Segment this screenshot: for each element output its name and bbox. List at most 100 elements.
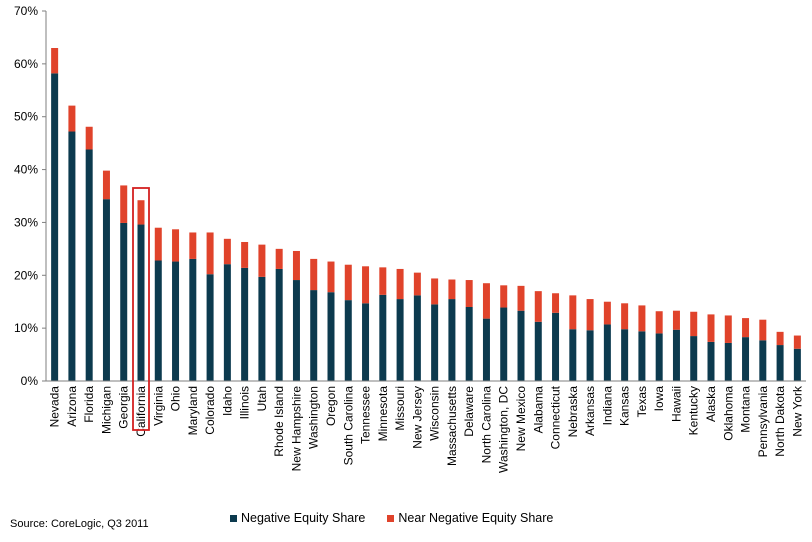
x-tick-label: Minnesota bbox=[376, 386, 390, 442]
bar-negative-equity bbox=[102, 199, 110, 381]
x-tick-label: Michigan bbox=[99, 386, 113, 434]
bar-near-negative-equity bbox=[534, 291, 542, 322]
y-axis-gridlines bbox=[42, 10, 46, 382]
x-tick-label: South Carolina bbox=[341, 386, 355, 466]
bar-near-negative-equity bbox=[707, 314, 715, 342]
bar-negative-equity bbox=[742, 337, 750, 381]
x-tick-label: Colorado bbox=[203, 386, 217, 435]
x-tick-label: Arizona bbox=[65, 386, 79, 427]
bar-near-negative-equity bbox=[621, 303, 629, 330]
bar-near-negative-equity bbox=[396, 268, 404, 300]
bar-negative-equity bbox=[793, 348, 801, 381]
bar-negative-equity bbox=[189, 258, 197, 381]
bar-near-negative-equity bbox=[603, 301, 611, 325]
x-tick-label: Maryland bbox=[186, 386, 200, 435]
y-tick-label: 30% bbox=[14, 215, 38, 229]
x-tick-label: Massachusetts bbox=[445, 386, 459, 466]
bar-near-negative-equity bbox=[776, 331, 784, 346]
bar-negative-equity bbox=[51, 73, 59, 381]
bar-near-negative-equity bbox=[690, 311, 698, 337]
axes bbox=[45, 11, 806, 382]
x-tick-label: Nebraska bbox=[566, 386, 580, 438]
bar-negative-equity bbox=[223, 264, 231, 381]
bar-negative-equity bbox=[344, 300, 352, 381]
x-tick-label: Rhode Island bbox=[272, 386, 286, 457]
x-tick-label: Idaho bbox=[220, 386, 234, 416]
bar-near-negative-equity bbox=[241, 241, 249, 268]
bar-negative-equity bbox=[241, 267, 249, 381]
bar-near-negative-equity bbox=[85, 126, 93, 150]
bar-negative-equity bbox=[776, 345, 784, 381]
bar-negative-equity bbox=[569, 329, 577, 381]
bar-negative-equity bbox=[621, 329, 629, 381]
x-tick-label: Delaware bbox=[462, 386, 476, 437]
x-tick-label: Florida bbox=[82, 386, 96, 423]
bar-near-negative-equity bbox=[569, 295, 577, 330]
x-tick-label: Indiana bbox=[600, 386, 614, 426]
y-axis-tick-labels: 0% 10% 20% 30% 40% 50% 60% 70% bbox=[14, 4, 38, 388]
bar-negative-equity bbox=[482, 318, 490, 381]
x-tick-label: Texas bbox=[635, 386, 649, 417]
bar-near-negative-equity bbox=[189, 232, 197, 259]
bar-near-negative-equity bbox=[137, 200, 145, 225]
bar-near-negative-equity bbox=[586, 299, 594, 331]
bar-near-negative-equity bbox=[292, 250, 300, 281]
bar-near-negative-equity bbox=[655, 311, 663, 334]
bar-near-negative-equity bbox=[413, 272, 421, 296]
x-tick-label: Kentucky bbox=[687, 386, 701, 435]
bar-negative-equity bbox=[690, 336, 698, 381]
x-tick-label: North Dakota bbox=[773, 386, 787, 457]
x-tick-label: New Jersey bbox=[410, 386, 424, 449]
x-tick-label: Alaska bbox=[704, 386, 718, 422]
bar-negative-equity bbox=[310, 290, 318, 381]
legend-label-negative: Negative Equity Share bbox=[241, 511, 366, 525]
x-tick-label: Tennessee bbox=[359, 386, 373, 444]
bar-negative-equity bbox=[292, 280, 300, 381]
x-tick-label: Washington bbox=[307, 386, 321, 449]
bar-near-negative-equity bbox=[310, 258, 318, 291]
bar-negative-equity bbox=[206, 274, 214, 381]
bar-near-negative-equity bbox=[275, 248, 283, 269]
bar-near-negative-equity bbox=[793, 335, 801, 349]
bar-negative-equity bbox=[85, 149, 93, 381]
bar-near-negative-equity bbox=[465, 280, 473, 307]
x-tick-label: Utah bbox=[255, 386, 269, 411]
x-axis-tick-labels: Nevada Arizona Florida Michigan Georgia Calif… bbox=[48, 385, 805, 473]
x-tick-label: Pennsylvania bbox=[756, 386, 770, 458]
bar-near-negative-equity bbox=[362, 266, 370, 304]
legend-item-negative: Negative Equity Share bbox=[230, 511, 365, 525]
legend: Negative Equity Share Near Negative Equi… bbox=[230, 511, 553, 525]
bar-series bbox=[51, 48, 801, 381]
bar-near-negative-equity bbox=[206, 232, 214, 275]
bar-near-negative-equity bbox=[102, 170, 110, 200]
california-highlight-box bbox=[132, 187, 150, 431]
legend-swatch-near bbox=[387, 514, 395, 522]
bar-near-negative-equity bbox=[638, 305, 646, 332]
bar-negative-equity bbox=[362, 303, 370, 381]
x-tick-label: Oregon bbox=[324, 386, 338, 426]
x-tick-label: Ohio bbox=[169, 386, 183, 412]
bar-near-negative-equity bbox=[517, 285, 525, 311]
x-tick-label: Montana bbox=[739, 386, 753, 433]
bar-negative-equity bbox=[603, 324, 611, 381]
bar-negative-equity bbox=[413, 295, 421, 381]
bar-negative-equity bbox=[586, 330, 594, 381]
bar-negative-equity bbox=[68, 131, 76, 381]
y-tick-label: 50% bbox=[14, 110, 38, 124]
bar-negative-equity bbox=[552, 312, 560, 381]
bar-near-negative-equity bbox=[500, 285, 508, 308]
x-tick-label: Virginia bbox=[151, 386, 165, 426]
bar-negative-equity bbox=[655, 333, 663, 381]
x-tick-label: California bbox=[134, 386, 148, 437]
highlight-box bbox=[132, 187, 150, 431]
y-tick-label: 0% bbox=[21, 374, 39, 388]
x-tick-label: Illinois bbox=[238, 386, 252, 419]
bar-near-negative-equity bbox=[431, 278, 439, 305]
bar-near-negative-equity bbox=[258, 244, 266, 277]
bar-negative-equity bbox=[638, 331, 646, 381]
bar-negative-equity bbox=[465, 307, 473, 381]
bar-near-negative-equity bbox=[120, 185, 128, 223]
bar-negative-equity bbox=[379, 294, 387, 381]
bar-negative-equity bbox=[672, 329, 680, 381]
